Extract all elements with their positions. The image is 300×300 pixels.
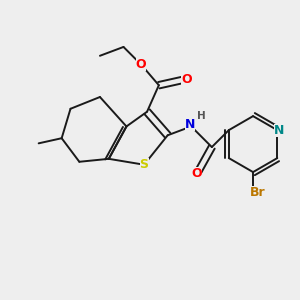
Text: O: O	[136, 58, 146, 71]
Text: O: O	[192, 167, 203, 180]
Text: N: N	[274, 124, 284, 136]
Text: S: S	[140, 158, 148, 171]
Text: Br: Br	[250, 186, 265, 199]
Text: O: O	[182, 73, 192, 86]
Text: N: N	[184, 118, 195, 130]
Text: H: H	[197, 111, 206, 121]
